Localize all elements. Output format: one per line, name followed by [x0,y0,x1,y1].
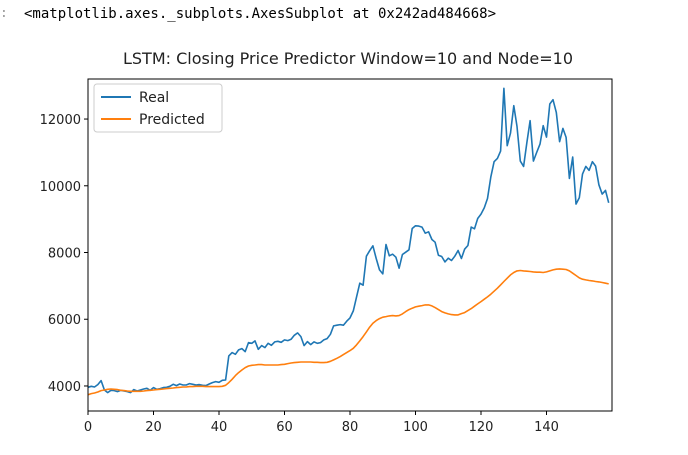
series-line-0 [87,87,610,394]
plot-lines [87,87,610,396]
output-repr-text: <matplotlib.axes._subplots.AxesSubplot a… [24,6,497,22]
x-tick-label: 100 [403,420,428,435]
x-tick-label: 60 [276,420,293,435]
legend: Real Predicted [93,83,223,133]
y-tick-label: 10000 [40,180,81,195]
legend-label-1: Predicted [139,112,205,128]
y-tick-label: 12000 [40,113,81,128]
chart-title: LSTM: Closing Price Predictor Window=10 … [123,49,573,68]
x-tick-label: 20 [145,420,162,435]
x-tick-label: 40 [211,420,228,435]
y-tick-label: 8000 [48,247,81,262]
x-tick-label: 80 [342,420,359,435]
series-line-1 [87,268,609,396]
x-tick-label: 140 [534,420,559,435]
x-tick-label: 0 [84,420,92,435]
output-prompt: : [0,6,8,21]
y-tick-label: 6000 [48,313,81,328]
y-axis: 4000 6000 8000 10000 12000 [40,113,88,395]
x-tick-label: 120 [469,420,494,435]
x-axis: 0 20 40 60 80 100 120 140 [84,411,559,435]
y-tick-label: 4000 [48,380,81,395]
legend-label-0: Real [139,90,169,106]
